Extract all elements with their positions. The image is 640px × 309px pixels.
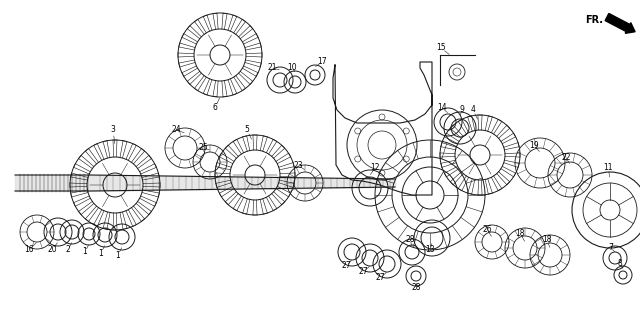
Text: 14: 14 xyxy=(437,104,447,112)
Text: 18: 18 xyxy=(515,228,525,238)
Text: 10: 10 xyxy=(287,64,297,73)
Text: 9: 9 xyxy=(460,105,465,115)
Text: 25: 25 xyxy=(198,143,208,153)
Text: 11: 11 xyxy=(604,163,612,172)
Text: 28: 28 xyxy=(412,283,420,293)
Text: 1: 1 xyxy=(99,248,104,257)
Text: 27: 27 xyxy=(358,268,368,277)
Text: 6: 6 xyxy=(212,104,218,112)
Text: 13: 13 xyxy=(425,245,435,255)
Text: 18: 18 xyxy=(542,235,552,244)
Text: 2: 2 xyxy=(66,245,70,255)
Text: 8: 8 xyxy=(618,259,622,268)
Text: 23: 23 xyxy=(293,160,303,170)
Text: 24: 24 xyxy=(171,125,181,134)
Text: 7: 7 xyxy=(609,243,613,252)
Text: FR.: FR. xyxy=(585,15,603,25)
FancyArrow shape xyxy=(605,14,635,33)
Text: 20: 20 xyxy=(47,245,57,255)
Text: 19: 19 xyxy=(529,142,539,150)
Text: 1: 1 xyxy=(83,248,88,256)
Text: 16: 16 xyxy=(24,245,34,255)
Text: 12: 12 xyxy=(371,163,380,172)
Text: 27: 27 xyxy=(375,273,385,282)
Text: 5: 5 xyxy=(244,125,250,134)
Text: 3: 3 xyxy=(111,125,115,134)
Text: 15: 15 xyxy=(436,44,446,53)
Text: 1: 1 xyxy=(116,251,120,260)
Text: 22: 22 xyxy=(561,154,571,163)
Text: 4: 4 xyxy=(470,105,476,115)
Text: 27: 27 xyxy=(341,261,351,270)
Text: 26: 26 xyxy=(482,226,492,235)
Text: 17: 17 xyxy=(317,57,327,66)
Text: 28: 28 xyxy=(405,235,415,244)
Text: 21: 21 xyxy=(268,64,276,73)
